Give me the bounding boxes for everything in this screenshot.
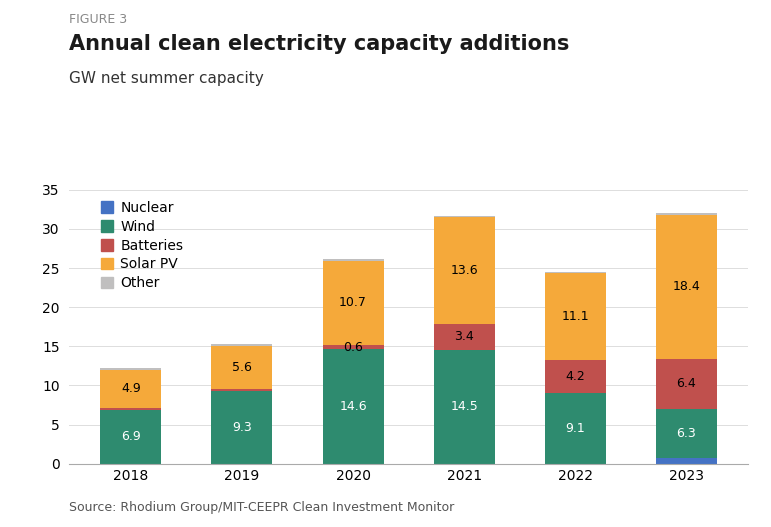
Bar [322,345,384,349]
Text: 6.4: 6.4 [677,377,696,391]
Legend: Nuclear, Wind, Batteries, Solar PV, Other: Nuclear, Wind, Batteries, Solar PV, Othe… [96,197,187,295]
Text: Source: Rhodium Group/MIT-CEEPR Clean Investment Monitor: Source: Rhodium Group/MIT-CEEPR Clean In… [69,501,455,514]
Text: 18.4: 18.4 [672,280,700,294]
Bar [656,215,717,359]
Bar [100,408,161,409]
Text: 13.6: 13.6 [450,264,478,277]
Bar [433,217,495,324]
Text: 3.4: 3.4 [454,330,474,344]
Text: FIGURE 3: FIGURE 3 [69,13,127,26]
Bar [433,216,495,217]
Bar [656,458,717,464]
Text: GW net summer capacity: GW net summer capacity [69,71,264,86]
Text: 10.7: 10.7 [339,296,367,309]
Bar [100,370,161,408]
Bar [322,349,384,464]
Bar [211,344,272,346]
Text: 4.9: 4.9 [121,383,140,395]
Text: 14.6: 14.6 [339,400,367,413]
Bar [322,259,384,261]
Bar [433,324,495,350]
Text: 4.2: 4.2 [565,369,585,383]
Bar [656,213,717,215]
Text: 9.3: 9.3 [232,421,252,434]
Bar [211,391,272,464]
Bar [211,346,272,389]
Text: 11.1: 11.1 [561,310,589,323]
Text: 0.6: 0.6 [343,340,363,354]
Bar [100,409,161,464]
Bar [545,359,606,393]
Text: Annual clean electricity capacity additions: Annual clean electricity capacity additi… [69,34,570,54]
Text: 6.9: 6.9 [121,430,140,443]
Bar [100,368,161,370]
Bar [433,350,495,464]
Text: 14.5: 14.5 [450,401,478,414]
Bar [656,359,717,409]
Text: 5.6: 5.6 [232,361,252,374]
Bar [211,389,272,391]
Text: 6.3: 6.3 [677,427,696,440]
Bar [545,393,606,464]
Bar [656,409,717,458]
Bar [322,261,384,345]
Bar [545,272,606,359]
Text: 9.1: 9.1 [565,422,585,435]
